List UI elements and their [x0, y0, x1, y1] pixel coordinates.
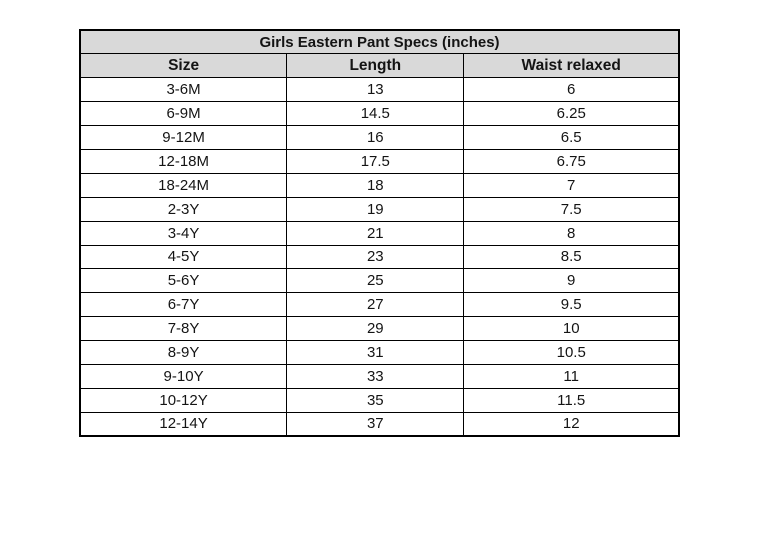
table-cell: 18-24M — [79, 172, 288, 198]
table-cell: 3-6M — [79, 77, 288, 103]
table-row: 3-4Y 21 8 — [79, 220, 680, 246]
table-cell: 31 — [286, 340, 465, 365]
table-cell: 9 — [463, 268, 680, 294]
table-row: 6-9M 14.5 6.25 — [79, 101, 680, 127]
table-cell: 3-4Y — [79, 220, 288, 246]
table-row: 12-14Y 37 12 — [79, 411, 680, 437]
table-cell: 8 — [463, 220, 680, 246]
table-cell: 18 — [286, 172, 465, 198]
table-row: 3-6M 13 6 — [79, 77, 680, 103]
table-cell: 11 — [463, 363, 680, 389]
table-cell: 8.5 — [463, 244, 680, 270]
table-row: 9-10Y 33 11 — [79, 363, 680, 389]
table-cell: 9-10Y — [79, 363, 288, 389]
table-cell: 29 — [286, 316, 465, 342]
table-cell: 19 — [286, 196, 465, 222]
table-row: 5-6Y 25 9 — [79, 268, 680, 294]
table-row: 8-9Y 31 10.5 — [79, 340, 680, 365]
table-cell: 12-18M — [79, 148, 288, 174]
column-header-length: Length — [286, 53, 465, 79]
table-cell: 35 — [286, 387, 465, 413]
table-cell: 17.5 — [286, 148, 465, 174]
table-cell: 7.5 — [463, 196, 680, 222]
column-header-waist-relaxed: Waist relaxed — [463, 53, 680, 79]
table-cell: 10-12Y — [79, 387, 288, 413]
table-cell: 11.5 — [463, 387, 680, 413]
table-cell: 23 — [286, 244, 465, 270]
table-row: 9-12M 16 6.5 — [79, 125, 680, 150]
table-cell: 9-12M — [79, 125, 288, 150]
column-header-row: Size Length Waist relaxed — [79, 53, 680, 79]
table-cell: 6 — [463, 77, 680, 103]
table-cell: 2-3Y — [79, 196, 288, 222]
table-cell: 7 — [463, 172, 680, 198]
table-cell: 6.5 — [463, 125, 680, 150]
table-cell: 12-14Y — [79, 411, 288, 437]
table-cell: 9.5 — [463, 292, 680, 318]
table-cell: 12 — [463, 411, 680, 437]
table-row: 7-8Y 29 10 — [79, 316, 680, 342]
table-row: 2-3Y 19 7.5 — [79, 196, 680, 222]
table-body: 3-6M 13 6 6-9M 14.5 6.25 9-12M 16 6.5 12-18M 17.5 6… — [79, 77, 680, 437]
table-title: Girls Eastern Pant Specs (inches) — [79, 29, 680, 55]
table-row: 10-12Y 35 11.5 — [79, 387, 680, 413]
column-header-size: Size — [79, 53, 288, 79]
table-row: 6-7Y 27 9.5 — [79, 292, 680, 318]
table-cell: 10 — [463, 316, 680, 342]
table-row: 12-18M 17.5 6.75 — [79, 148, 680, 174]
table-cell: 8-9Y — [79, 340, 288, 365]
table-cell: 4-5Y — [79, 244, 288, 270]
table-cell: 27 — [286, 292, 465, 318]
table-cell: 14.5 — [286, 101, 465, 127]
table-row: 18-24M 18 7 — [79, 172, 680, 198]
table-cell: 5-6Y — [79, 268, 288, 294]
table-cell: 10.5 — [463, 340, 680, 365]
pant-specs-table: Girls Eastern Pant Specs (inches) Size L… — [79, 29, 680, 438]
table-cell: 13 — [286, 77, 465, 103]
table-cell: 6.75 — [463, 148, 680, 174]
table-cell: 21 — [286, 220, 465, 246]
table-cell: 7-8Y — [79, 316, 288, 342]
table-cell: 16 — [286, 125, 465, 150]
table-cell: 6-9M — [79, 101, 288, 127]
table-cell: 33 — [286, 363, 465, 389]
table-row: 4-5Y 23 8.5 — [79, 244, 680, 270]
table-cell: 37 — [286, 411, 465, 437]
table-cell: 25 — [286, 268, 465, 294]
table-cell: 6.25 — [463, 101, 680, 127]
table-cell: 6-7Y — [79, 292, 288, 318]
title-row: Girls Eastern Pant Specs (inches) — [79, 29, 680, 55]
